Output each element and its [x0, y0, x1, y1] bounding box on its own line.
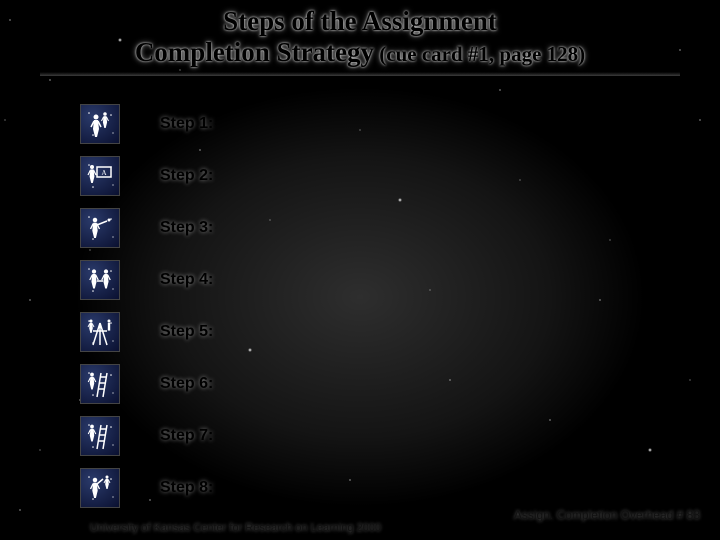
title-underline — [40, 72, 680, 76]
step-label: Step 8: — [160, 479, 213, 497]
step-label: Step 2: — [160, 167, 213, 185]
ladder-icon — [80, 416, 120, 456]
step-label: Step 7: — [160, 427, 213, 445]
ladder-icon — [80, 364, 120, 404]
steps-list: Step 1: A Step 2: Step 3: Step 4: Step 5: Step… — [80, 98, 213, 514]
footer-right: Assign. Completion Overhead # 83 — [514, 508, 700, 522]
step-row: Step 3: — [80, 202, 213, 254]
two-figures-icon — [80, 104, 120, 144]
step-row: Step 8: — [80, 462, 213, 514]
step-row: Step 7: — [80, 410, 213, 462]
step-row: Step 1: — [80, 98, 213, 150]
step-label: Step 4: — [160, 271, 213, 289]
title-line2-bold: Completion Strategy — [135, 37, 374, 67]
title-line2: Completion Strategy (cue card #1, page 1… — [0, 37, 720, 68]
title-line1: Steps of the Assignment — [0, 6, 720, 37]
title-line2-paren: (cue card #1, page 128) — [374, 42, 585, 66]
step-label: Step 5: — [160, 323, 213, 341]
footer-left: University of Kansas Center for Research… — [90, 522, 381, 534]
chalkboard-icon: A — [80, 156, 120, 196]
step-row: Step 5: — [80, 306, 213, 358]
step-label: Step 3: — [160, 219, 213, 237]
svg-text:A: A — [101, 169, 106, 177]
step-label: Step 6: — [160, 375, 213, 393]
step-row: Step 4: — [80, 254, 213, 306]
step-row: Step 6: — [80, 358, 213, 410]
step-label: Step 1: — [160, 115, 213, 133]
title-block: Steps of the Assignment Completion Strat… — [0, 6, 720, 68]
handshake-icon — [80, 260, 120, 300]
pointing-icon — [80, 208, 120, 248]
step-row: A Step 2: — [80, 150, 213, 202]
easel-icon — [80, 312, 120, 352]
wave-icon — [80, 468, 120, 508]
